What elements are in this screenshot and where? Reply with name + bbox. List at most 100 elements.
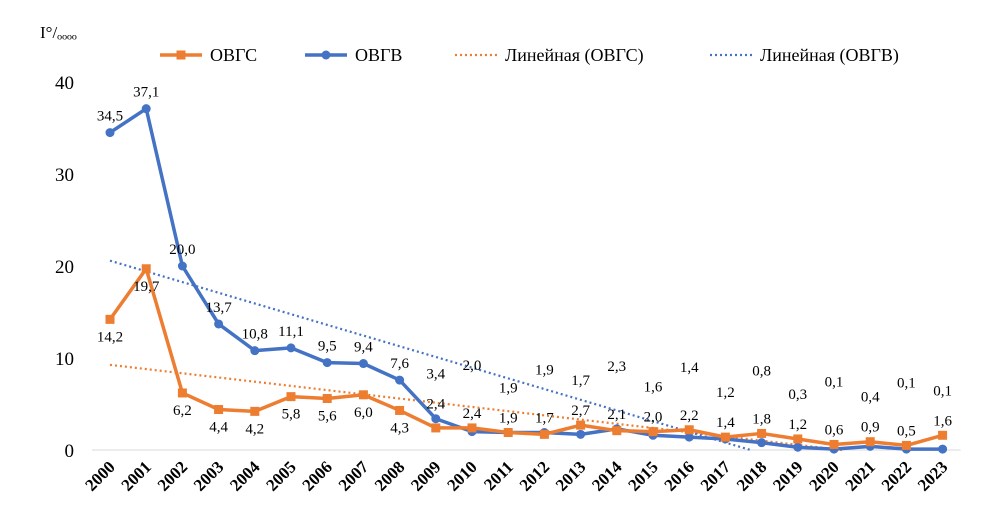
data-label: 2,4: [463, 406, 482, 422]
data-label: 7,6: [390, 356, 409, 372]
x-tick-label: 2005: [262, 457, 299, 494]
data-point: [250, 406, 260, 416]
data-label: 2,3: [607, 359, 626, 375]
data-label: 2,0: [463, 358, 482, 374]
data-label: 0,8: [752, 363, 771, 379]
data-label: 1,4: [716, 415, 735, 431]
data-label: 1,9: [535, 363, 554, 379]
data-label: 5,8: [282, 407, 301, 423]
x-tick-label: 2009: [407, 457, 444, 494]
data-point: [177, 261, 187, 271]
data-point: [431, 423, 441, 433]
data-point: [395, 375, 405, 385]
data-label: 9,5: [318, 339, 337, 355]
x-tick-label: 2015: [624, 457, 661, 494]
data-label: 4,4: [209, 420, 228, 436]
x-tick-label: 2003: [190, 457, 227, 494]
legend-label: Линейная (ОВГС): [505, 45, 644, 66]
y-tick-label: 0: [65, 441, 75, 462]
legend-marker: [176, 50, 186, 60]
data-point: [865, 437, 875, 447]
x-tick-label: 2002: [154, 457, 191, 494]
x-tick-label: 2007: [335, 457, 373, 495]
data-point: [648, 427, 658, 437]
data-point: [938, 430, 948, 440]
x-tick-label: 2020: [805, 457, 842, 494]
y-tick-label: 20: [55, 257, 74, 278]
data-label: 0,1: [933, 383, 952, 399]
data-point: [395, 405, 405, 415]
data-label: 2,7: [571, 403, 590, 419]
x-tick-label: 2021: [842, 457, 879, 494]
data-label: 0,4: [861, 390, 880, 406]
data-point: [322, 358, 332, 368]
data-point: [322, 393, 332, 403]
data-label: 5,6: [318, 408, 337, 424]
data-point: [612, 426, 622, 436]
data-label: 1,8: [752, 411, 771, 427]
data-label: 20,0: [169, 242, 195, 258]
x-tick-label: 2014: [588, 457, 626, 495]
legend-label: Линейная (ОВГВ): [760, 45, 899, 66]
legend-marker: [321, 50, 331, 60]
data-point: [576, 429, 586, 439]
data-label: 2,2: [680, 408, 699, 424]
data-point: [539, 429, 549, 439]
data-point: [938, 444, 948, 454]
series-lines: [105, 104, 948, 454]
data-label: 1,7: [535, 411, 554, 427]
series-line: [109, 106, 943, 451]
data-label: 2,1: [607, 407, 626, 423]
legend-label: ОВГВ: [355, 45, 402, 65]
data-point: [358, 359, 368, 369]
data-label: 6,0: [354, 405, 373, 421]
y-axis-label: I°/ₒₒₒₒ: [40, 23, 77, 42]
series-line: [108, 267, 944, 448]
data-label: 2,4: [426, 397, 445, 413]
data-point: [431, 414, 441, 424]
data-label: 11,1: [278, 324, 304, 340]
trendlines: [109, 259, 843, 452]
y-tick-label: 30: [55, 165, 74, 186]
data-point: [467, 423, 477, 433]
x-tick-label: 2018: [733, 457, 770, 494]
data-label: 6,2: [173, 403, 192, 419]
data-labels: 34,5 14,2 37,1 19,7 20,0 6,2 13,7 4,4 10,8 4,2 11,…: [97, 85, 953, 440]
data-point: [105, 314, 115, 324]
data-point: [214, 405, 224, 415]
data-label: 4,2: [245, 421, 264, 437]
data-label: 1,4: [680, 360, 699, 376]
x-tick-label: 2011: [480, 457, 517, 494]
data-label: 1,7: [571, 373, 590, 389]
data-label: 0,6: [825, 422, 844, 438]
data-label: 4,3: [390, 420, 409, 436]
data-point: [214, 319, 224, 329]
x-tick-label: 2022: [878, 457, 915, 494]
data-label: 1,9: [499, 411, 518, 427]
x-tick-label: 2000: [81, 457, 118, 494]
data-point: [286, 343, 296, 353]
x-tick-label: 2023: [914, 457, 951, 494]
data-point: [250, 346, 260, 356]
data-label: 0,5: [897, 423, 916, 439]
x-tick-label: 2016: [661, 457, 698, 494]
y-tick-label: 40: [55, 73, 74, 94]
data-label: 0,3: [788, 387, 807, 403]
x-tick-label: 2006: [299, 457, 336, 494]
x-tick-label: 2008: [371, 457, 408, 494]
data-label: 1,9: [499, 381, 518, 397]
data-point: [684, 425, 694, 435]
x-tick-label: 2013: [552, 457, 589, 494]
data-point: [358, 390, 368, 400]
data-point: [757, 438, 767, 448]
data-point: [503, 428, 513, 438]
legend-label: ОВГС: [210, 45, 257, 65]
data-point: [829, 439, 839, 449]
y-tick-label: 10: [55, 349, 74, 370]
data-label: 1,2: [788, 417, 807, 433]
data-point: [901, 440, 911, 450]
data-label: 2,0: [644, 410, 663, 426]
data-label: 10,8: [242, 327, 268, 343]
data-point: [720, 432, 730, 442]
x-tick-label: 2004: [226, 457, 264, 495]
